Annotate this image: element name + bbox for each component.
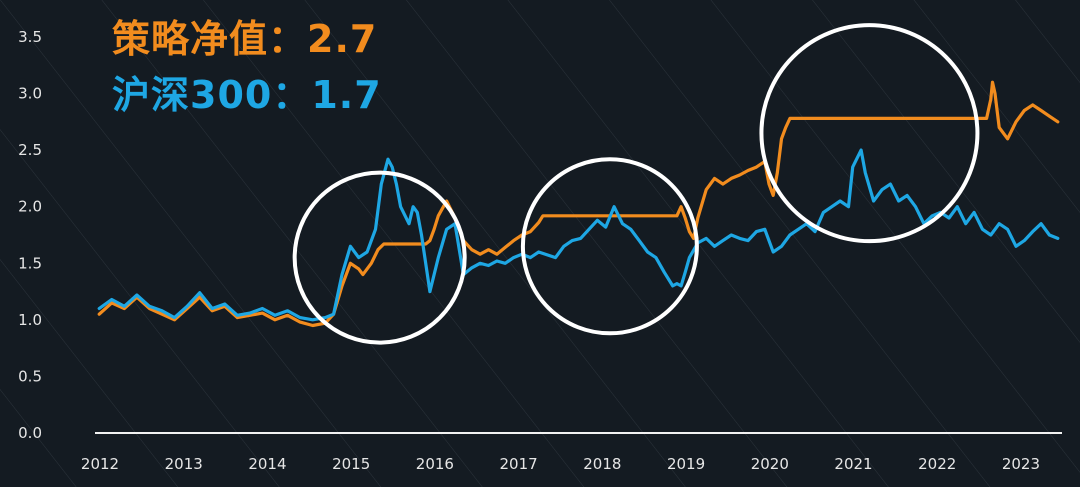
x-tick-label: 2022 xyxy=(918,455,956,473)
x-tick-label: 2018 xyxy=(583,455,621,473)
y-tick-label: 2.0 xyxy=(18,198,42,216)
x-tick-label: 2021 xyxy=(834,455,872,473)
x-tick-label: 2016 xyxy=(416,455,454,473)
legend-strategy-value: 2.7 xyxy=(307,17,378,61)
legend-csi300-value: 1.7 xyxy=(311,73,382,117)
y-tick-label: 1.5 xyxy=(18,254,42,272)
y-tick-label: 3.5 xyxy=(18,28,42,46)
x-tick-label: 2017 xyxy=(500,455,538,473)
legend-csi300-label: 沪深300 xyxy=(112,73,273,117)
x-tick-label: 2020 xyxy=(751,455,789,473)
y-tick-label: 3.0 xyxy=(18,85,42,103)
legend-csi300-sep: ： xyxy=(272,73,312,117)
y-tick-label: 2.5 xyxy=(18,141,42,159)
x-tick-label: 2013 xyxy=(165,455,203,473)
highlight-circle xyxy=(292,170,467,345)
legend-strategy: 策略净值：2.7 xyxy=(112,8,377,63)
x-tick-label: 2012 xyxy=(81,455,119,473)
y-tick-label: 0.5 xyxy=(18,367,42,385)
legend-strategy-sep: ： xyxy=(268,17,308,61)
highlight-circle xyxy=(520,157,699,336)
y-tick-label: 0.0 xyxy=(18,424,42,442)
series-line-0 xyxy=(97,80,1060,328)
legend-strategy-label: 策略净值 xyxy=(112,17,269,61)
x-tick-label: 2019 xyxy=(667,455,705,473)
x-tick-label: 2023 xyxy=(1002,455,1040,473)
y-tick-label: 1.0 xyxy=(18,311,42,329)
series-line-1 xyxy=(97,148,1060,322)
x-tick-label: 2014 xyxy=(248,455,286,473)
legend-csi300: 沪深300：1.7 xyxy=(112,64,382,119)
highlight-circle xyxy=(759,23,980,244)
x-tick-label: 2015 xyxy=(332,455,370,473)
